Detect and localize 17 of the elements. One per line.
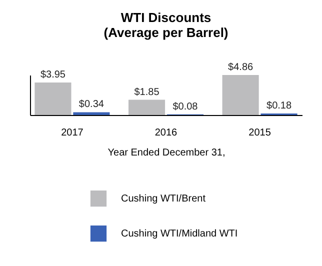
data-label: $4.86 [228,62,254,73]
x-tick-label: 2017 [61,128,84,138]
x-axis-title: Year Ended December 31, [108,148,226,158]
legend-label: Cushing WTI/Midland WTI [121,228,238,240]
x-tick-label: 2016 [154,128,178,138]
data-label: $3.95 [40,69,66,80]
data-label: $0.18 [266,100,292,112]
legend-label: Cushing WTI/Brent [121,194,206,204]
bar [34,82,72,115]
x-tick-label: 2015 [248,128,272,138]
chart-title: WTI Discounts (Average per Barrel) [104,10,228,40]
bar [73,112,110,115]
data-label: $0.34 [78,99,104,110]
bar [222,75,259,115]
data-label: $1.85 [134,86,160,98]
bar [128,100,166,115]
data-label: $0.08 [172,101,198,112]
